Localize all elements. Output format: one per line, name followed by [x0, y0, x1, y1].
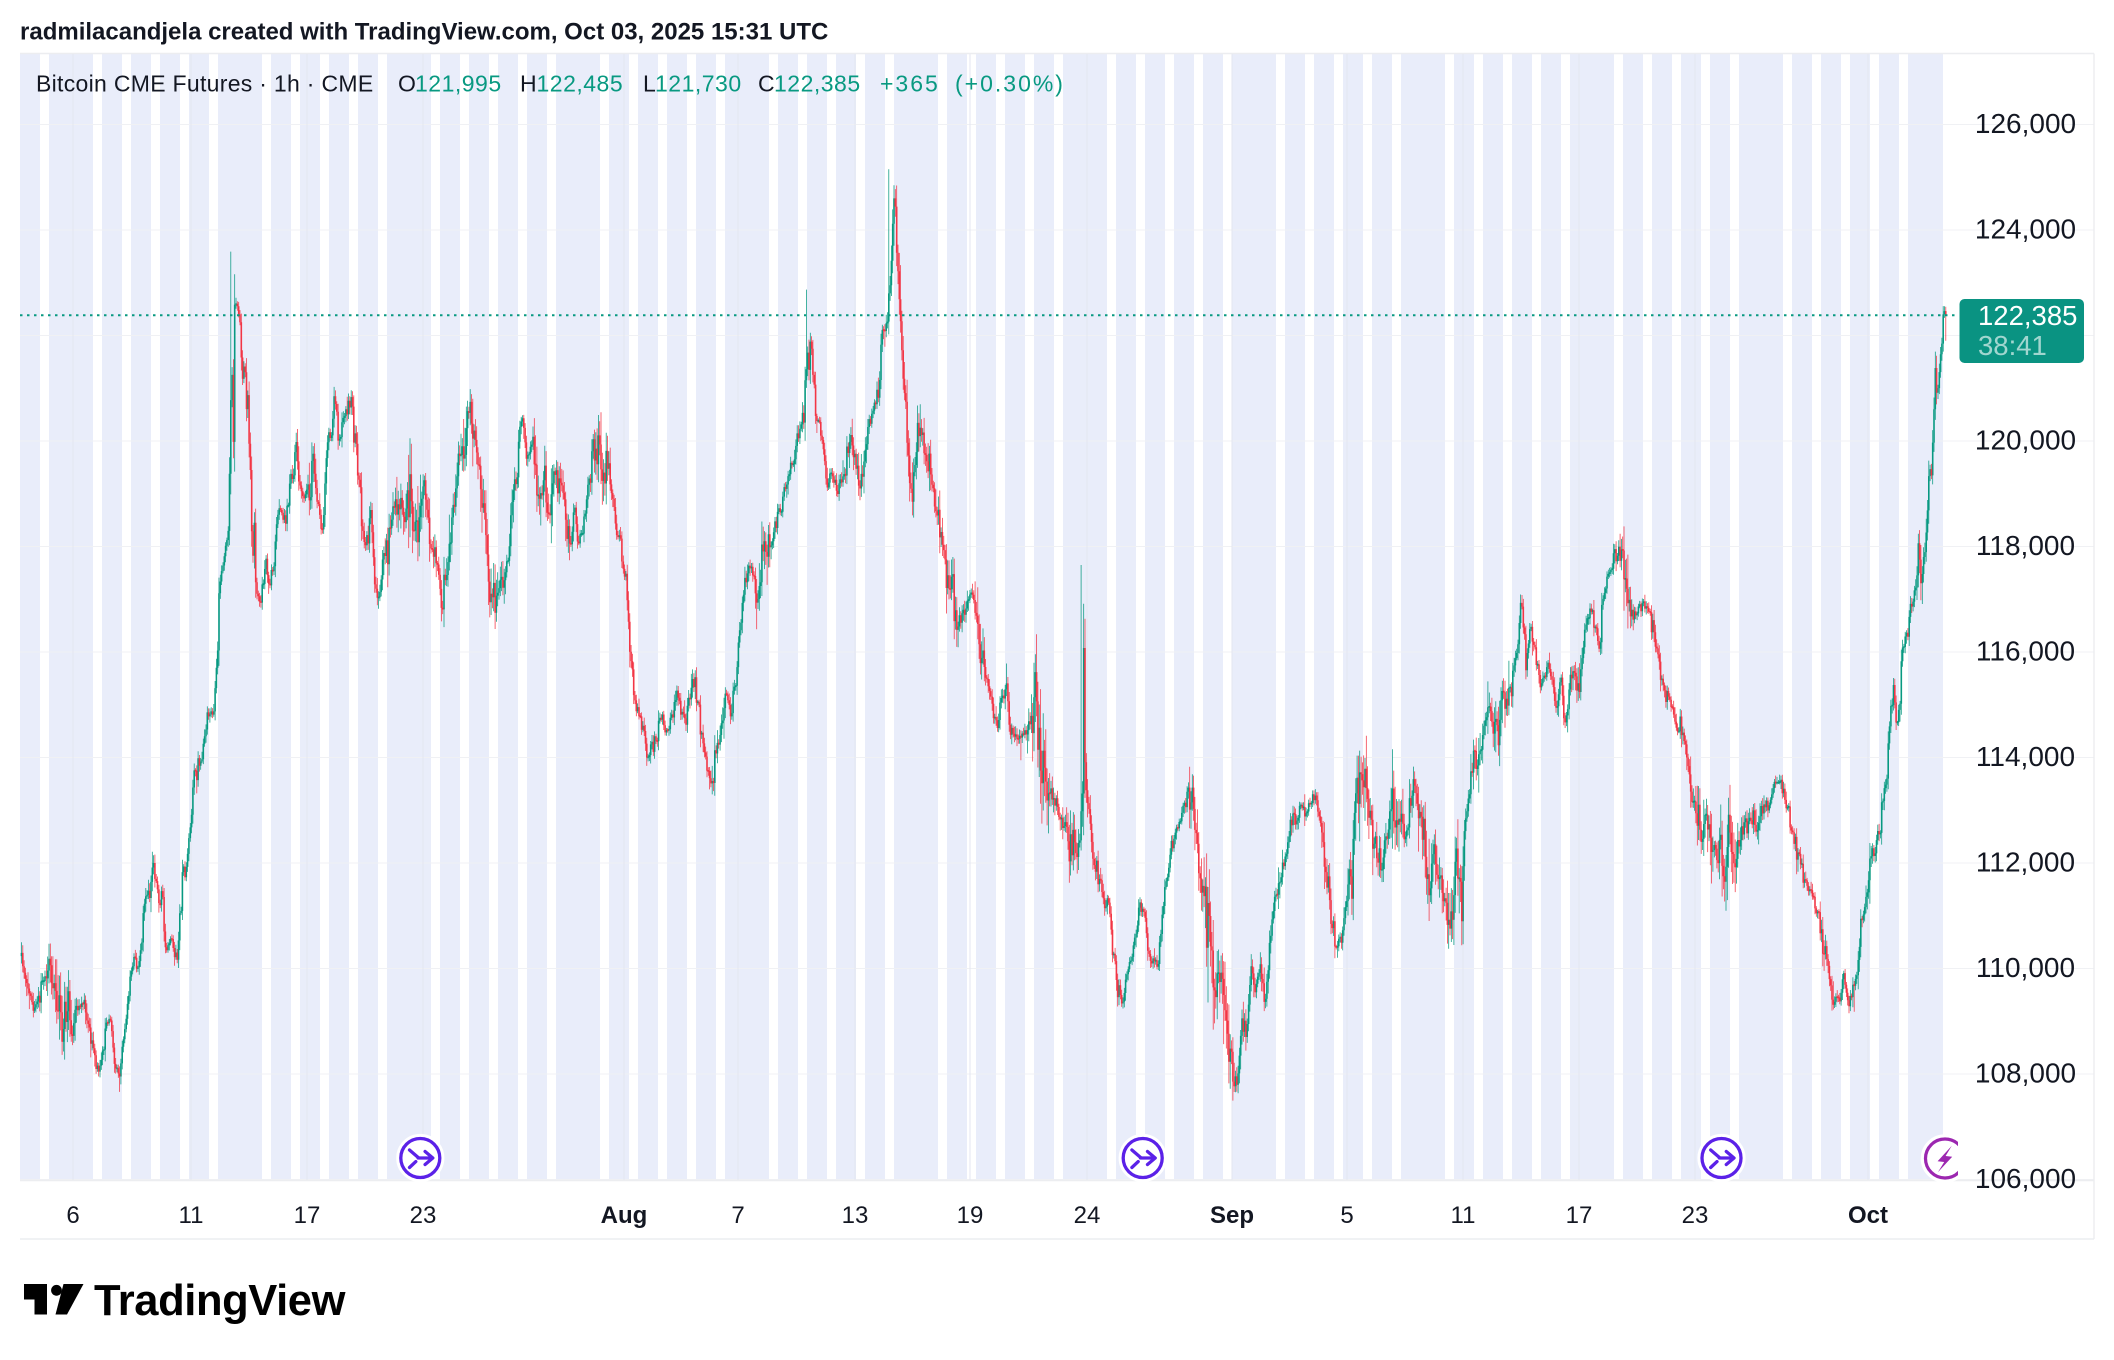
svg-text:114,000: 114,000 — [1976, 741, 2075, 772]
svg-text:120,000: 120,000 — [1975, 425, 2076, 456]
svg-text:23: 23 — [1682, 1202, 1709, 1229]
svg-text:+365: +365 — [880, 71, 940, 97]
svg-text:C: C — [758, 71, 775, 97]
svg-text:122,385: 122,385 — [774, 71, 861, 97]
svg-text:112,000: 112,000 — [1976, 847, 2075, 878]
svg-text:124,000: 124,000 — [1975, 214, 2076, 245]
svg-text:L: L — [643, 71, 656, 97]
svg-text:radmilacandjela created with T: radmilacandjela created with TradingView… — [20, 19, 828, 46]
svg-text:Aug: Aug — [601, 1202, 648, 1229]
svg-text:38:41: 38:41 — [1978, 330, 2047, 361]
svg-text:Bitcoin CME Futures · 1h · CME: Bitcoin CME Futures · 1h · CME — [36, 71, 373, 97]
svg-text:11: 11 — [1451, 1202, 1476, 1229]
svg-text:24: 24 — [1074, 1202, 1101, 1229]
svg-text:Oct: Oct — [1848, 1202, 1888, 1229]
svg-text:23: 23 — [410, 1202, 437, 1229]
svg-text:5: 5 — [1340, 1202, 1353, 1229]
svg-text:Sep: Sep — [1210, 1202, 1254, 1229]
svg-text:116,000: 116,000 — [1976, 636, 2075, 667]
svg-text:O: O — [398, 71, 416, 97]
svg-text:7: 7 — [731, 1202, 744, 1229]
svg-text:122,485: 122,485 — [537, 71, 624, 97]
svg-text:11: 11 — [179, 1202, 204, 1229]
svg-text:17: 17 — [294, 1202, 321, 1229]
svg-text:118,000: 118,000 — [1976, 530, 2075, 561]
svg-text:17: 17 — [1566, 1202, 1593, 1229]
svg-text:108,000: 108,000 — [1975, 1058, 2076, 1089]
svg-text:126,000: 126,000 — [1975, 108, 2076, 139]
svg-text:110,000: 110,000 — [1976, 952, 2075, 983]
svg-text:121,730: 121,730 — [655, 71, 742, 97]
svg-text:TradingView: TradingView — [94, 1277, 346, 1325]
svg-text:6: 6 — [66, 1202, 79, 1229]
svg-text:13: 13 — [842, 1202, 869, 1229]
svg-text:19: 19 — [957, 1202, 984, 1229]
svg-text:121,995: 121,995 — [415, 71, 502, 97]
svg-text:106,000: 106,000 — [1975, 1163, 2076, 1194]
svg-text:(+0.30%): (+0.30%) — [955, 71, 1065, 97]
svg-text:H: H — [520, 71, 537, 97]
svg-text:122,385: 122,385 — [1978, 300, 2077, 331]
